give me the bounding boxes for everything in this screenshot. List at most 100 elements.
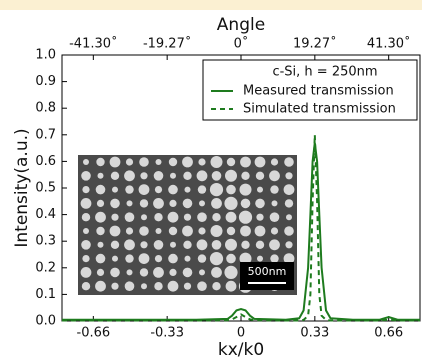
inset-particle	[211, 198, 222, 209]
inset-particle	[239, 211, 252, 224]
inset-particle	[96, 254, 106, 264]
inset-particle	[199, 269, 205, 275]
inset-particle	[285, 241, 292, 248]
inset-particle	[126, 227, 133, 234]
y-tick-label: 0.0	[35, 314, 56, 329]
inset-particle	[241, 172, 249, 180]
inset-particle	[81, 198, 92, 209]
inset-particle	[97, 200, 104, 207]
inset-particle	[241, 199, 251, 209]
inset-particle	[95, 281, 106, 292]
x2-tick-label: 0˚	[234, 36, 249, 52]
inset-particle	[240, 157, 251, 168]
inset-particle	[168, 254, 178, 264]
inset-particle	[83, 228, 89, 234]
inset-particle	[124, 239, 135, 250]
inset-particle	[224, 266, 237, 279]
inset-particle	[227, 227, 235, 235]
inset-particle	[124, 170, 135, 181]
scale-bar-label: 500nm	[248, 265, 287, 278]
x-tick-label: 0.66	[374, 326, 403, 341]
inset-particle	[255, 226, 266, 237]
inset-particle	[212, 213, 220, 221]
legend-label: Measured transmission	[243, 84, 394, 99]
x-tick-label: -0.33	[150, 326, 184, 341]
y-tick-label: 0.7	[35, 127, 56, 142]
inset-particle	[110, 157, 121, 168]
inset-particle	[153, 198, 164, 209]
inset-particle	[141, 214, 147, 220]
inset-particle	[98, 242, 104, 248]
inset-particle	[183, 268, 193, 278]
inset-particle	[82, 213, 90, 221]
inset-particle	[241, 241, 249, 249]
y-tick-label: 0.9	[35, 74, 56, 89]
inset-particle	[226, 281, 237, 292]
inset-particle	[140, 172, 147, 179]
inset-particle	[156, 159, 162, 165]
inset-particle	[125, 185, 133, 193]
inset-particle	[170, 173, 176, 179]
inset-particle	[272, 200, 278, 206]
inset-particle	[156, 228, 162, 234]
y-tick-label: 0.8	[35, 101, 56, 116]
inset-particle	[271, 227, 278, 234]
inset-particle	[198, 185, 206, 193]
inset-particle	[111, 214, 118, 221]
inset-particle	[185, 256, 191, 262]
inset-particle	[225, 170, 237, 182]
inset-particle	[225, 239, 237, 251]
inset-particle	[110, 268, 120, 278]
inset-particle	[183, 241, 191, 249]
inset-particle	[96, 158, 104, 166]
inset-particle	[256, 172, 264, 180]
inset-particle	[82, 186, 89, 193]
inset-particle	[227, 158, 235, 166]
inset-particle	[226, 212, 237, 223]
inset-particle	[139, 226, 149, 236]
inset-particle	[168, 212, 179, 223]
inset-particle	[255, 199, 265, 209]
inset-particle	[139, 253, 150, 264]
inset-particle	[211, 267, 222, 278]
inset-particle	[141, 283, 147, 289]
inset-particle	[198, 254, 206, 262]
inset-particle	[210, 252, 223, 265]
inset-particle	[270, 254, 278, 262]
inset-particle	[112, 187, 118, 193]
x2-tick-label: 19.27˚	[293, 36, 337, 52]
inset-particle	[127, 200, 133, 206]
inset-particle	[82, 282, 90, 290]
x2-tick-label: -41.30˚	[69, 36, 117, 52]
inset-particle	[98, 173, 104, 179]
inset-particle	[271, 158, 278, 165]
inset-particle	[212, 240, 222, 250]
y-tick-label: 1.0	[35, 48, 56, 63]
inset-particle	[198, 227, 205, 234]
inset-particle	[125, 254, 133, 262]
inset-particle	[81, 267, 92, 278]
inset-particle	[140, 268, 148, 276]
inset-particle	[154, 171, 164, 181]
inset-particle	[112, 256, 118, 262]
y-tick-label: 0.2	[35, 260, 56, 275]
inset-particle	[284, 226, 294, 236]
top-axis-title: Angle	[217, 15, 265, 35]
inset-particle	[110, 226, 121, 237]
inset-particle	[270, 185, 278, 193]
inset-particle	[285, 199, 293, 207]
inset-particle	[140, 199, 148, 207]
y-tick-label: 0.6	[35, 154, 56, 169]
inset-particle	[184, 214, 191, 221]
inset-particle	[184, 283, 191, 290]
inset-particle	[269, 239, 280, 250]
inset-particle	[169, 227, 177, 235]
inset-particle	[255, 157, 266, 168]
inset-particle	[256, 214, 263, 221]
x-tick-label: -0.66	[77, 326, 111, 341]
inset-particle	[139, 157, 149, 167]
y-tick-label: 0.4	[35, 207, 56, 222]
inset-particle	[185, 187, 191, 193]
inset-particle	[82, 255, 89, 262]
inset-particle	[197, 212, 207, 222]
